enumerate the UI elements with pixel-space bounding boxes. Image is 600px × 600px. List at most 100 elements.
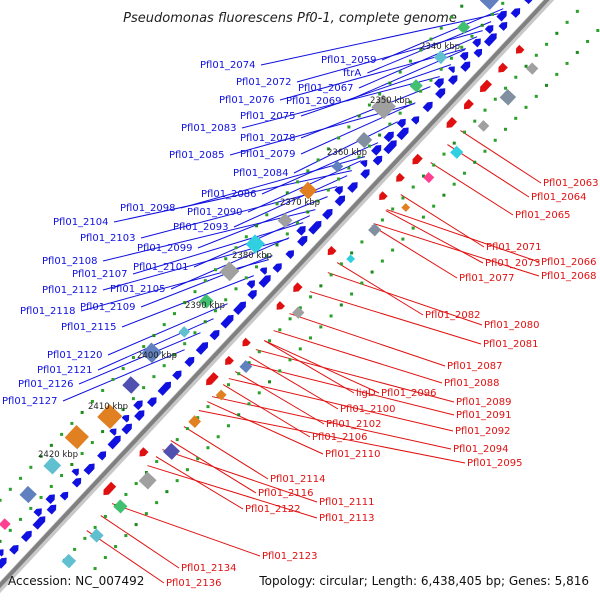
tick-dot <box>419 48 423 52</box>
tick-dot <box>285 232 289 236</box>
tick-dot <box>439 67 443 71</box>
tick-dot <box>462 130 466 134</box>
scale-tick-label: 2390 kbp <box>185 301 225 311</box>
forward-gene-arrow <box>45 494 55 505</box>
tick-dot <box>380 218 384 222</box>
leader-line-right <box>264 340 355 394</box>
forward-gene-arrow <box>484 25 494 34</box>
leader-line-right <box>255 349 455 403</box>
tick-dot <box>575 50 579 54</box>
feature-box <box>368 223 382 237</box>
tick-dot <box>93 566 97 570</box>
tick-dot <box>357 114 361 118</box>
gene-label-right: Pfl01_2096 <box>381 388 437 399</box>
tick-dot <box>131 356 135 360</box>
tick-dot <box>226 424 230 428</box>
gene-label-left: Pfl01_2103 <box>80 233 136 244</box>
tick-dot <box>408 100 412 104</box>
tick-dot <box>360 281 364 285</box>
leader-line-right <box>385 210 484 264</box>
tick-dot <box>449 56 453 60</box>
tick-dot <box>306 169 310 173</box>
tick-dot <box>237 372 241 376</box>
tick-dot <box>265 213 269 217</box>
tick-dot <box>101 388 105 392</box>
reverse-gene-arrow <box>103 481 117 496</box>
forward-gene-arrow <box>0 549 4 557</box>
tick-dot <box>224 298 228 302</box>
feature-box <box>163 442 181 460</box>
tick-dot <box>247 361 251 365</box>
gene-label-right: Pfl01_2106 <box>312 432 368 443</box>
feature-box <box>433 50 448 65</box>
genome-backbone <box>0 0 550 589</box>
tick-dot <box>370 270 374 274</box>
tick-dot <box>49 443 53 447</box>
forward-gene-arrow <box>448 66 455 74</box>
tick-dot <box>298 347 302 351</box>
tick-dot <box>514 116 518 120</box>
tick-dot <box>124 534 128 538</box>
leader-line-right <box>273 330 443 384</box>
tick-dot <box>0 498 2 502</box>
tick-dot <box>144 512 148 516</box>
tick-dot <box>247 402 251 406</box>
tick-dot <box>193 290 197 294</box>
tick-dot <box>90 399 94 403</box>
tick-dot <box>296 221 300 225</box>
tick-dot <box>545 42 549 46</box>
forward-gene-arrow <box>459 52 469 61</box>
feature-box <box>346 254 356 264</box>
tick-dot <box>142 386 146 390</box>
forward-gene-arrow <box>71 477 82 488</box>
feature-box <box>401 203 411 212</box>
tick-dot <box>275 202 279 206</box>
tick-dot <box>203 279 207 283</box>
genome-title: Pseudomonas fluorescens Pf0-1, complete … <box>123 11 457 26</box>
tick-dot <box>111 378 115 382</box>
forward-gene-arrow <box>59 491 69 501</box>
leader-line-right <box>211 396 452 450</box>
tick-dot <box>237 413 241 417</box>
gene-label-right: Pfl01_2089 <box>456 397 512 408</box>
tick-dot <box>234 287 238 291</box>
leader-line-right <box>327 272 483 326</box>
forward-gene-arrow <box>435 88 446 99</box>
tick-dot <box>483 108 487 112</box>
tick-dot <box>80 410 84 414</box>
gene-label-left: Pfl01_2098 <box>120 203 176 214</box>
leader-line-left <box>80 259 269 312</box>
forward-gene-arrow <box>483 33 497 47</box>
gene-label-right: Pfl01_2091 <box>456 410 512 421</box>
tick-dot <box>39 495 43 499</box>
tick-dot <box>378 133 382 137</box>
scale-ticks: 2340 kbp 2350 kbp 2360 kbp 2370 kbp 2380 kbp… <box>38 42 460 460</box>
forward-gene-arrow <box>360 160 368 168</box>
reverse-gene-arrow <box>206 372 219 386</box>
tick-dot <box>114 545 118 549</box>
tick-dot <box>0 539 2 543</box>
tick-dot <box>70 421 74 425</box>
tick-dot <box>421 215 425 219</box>
forward-gene-arrow <box>32 516 46 530</box>
feature-box <box>450 145 464 159</box>
tick-dot <box>367 144 371 148</box>
leader-line-left <box>78 332 201 385</box>
gene-label-right: Pfl01_2102 <box>326 419 382 430</box>
tick-dot <box>152 334 156 338</box>
forward-gene-arrow <box>107 435 121 450</box>
tick-dot <box>257 350 261 354</box>
gene-label-left: Pfl01_2078 <box>240 133 296 144</box>
forward-gene-arrow <box>396 127 409 141</box>
tick-dot <box>462 171 466 175</box>
tick-dot <box>103 556 107 560</box>
forward-gene-arrow <box>133 400 143 411</box>
tick-dot <box>162 323 166 327</box>
leader-line-right <box>155 456 244 510</box>
feature-box <box>97 403 123 430</box>
leader-line-right <box>373 223 540 277</box>
gene-label-left: Pfl01_2072 <box>236 77 292 88</box>
tick-dot <box>319 325 323 329</box>
gene-label-left: Pfl01_2075 <box>240 111 296 122</box>
reverse-gene-arrow <box>480 79 492 93</box>
